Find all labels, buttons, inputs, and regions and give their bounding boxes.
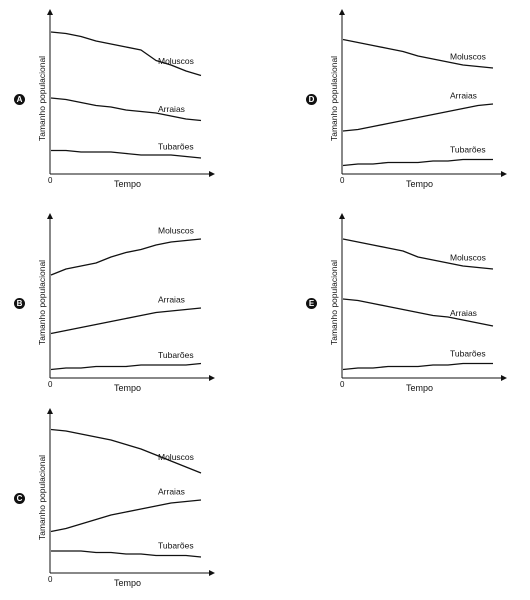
series-line-arraias (342, 103, 494, 132)
x-axis-label: Tempo (114, 383, 142, 393)
series-line-moluscos (50, 31, 202, 77)
series-line-moluscos (50, 428, 202, 474)
series-line-moluscos (50, 238, 202, 276)
y-axis-label: Tamanho populacional (329, 259, 339, 345)
chart-panel-e: Moluscos Arraias Tubarões E Tamanho populaci… (306, 210, 530, 400)
x-origin-label: 0 (48, 575, 53, 584)
series-label: Arraias (158, 295, 185, 305)
series-label: Moluscos (450, 52, 486, 62)
y-axis-label: Tamanho populacional (37, 454, 47, 540)
x-axis-label: Tempo (114, 578, 142, 588)
x-origin-label: 0 (48, 380, 53, 389)
series-label: Arraias (450, 308, 477, 318)
chart-panel-d: Moluscos Arraias Tubarões D Tamanho populaci… (306, 6, 530, 196)
option-badge: A (14, 94, 25, 105)
series-label: Arraias (158, 487, 185, 497)
option-badge: D (306, 94, 317, 105)
series-line-tubares (342, 362, 493, 371)
series-line-arraias (50, 97, 202, 122)
x-origin-label: 0 (340, 380, 345, 389)
x-origin-label: 0 (340, 176, 345, 185)
series-line-arraias (342, 298, 494, 327)
y-axis-label: Tamanho populacional (37, 55, 47, 141)
line-chart: Moluscos Arraias Tubarões (47, 408, 215, 576)
x-axis-label: Tempo (406, 179, 434, 189)
chart-panel-c: Moluscos Arraias Tubarões C Tamanho populaci… (14, 405, 248, 595)
line-chart: Moluscos Arraias Tubarões (339, 213, 507, 381)
line-chart: Moluscos Arraias Tubarões (47, 9, 215, 177)
series-label: Tubarões (158, 142, 194, 152)
series-line-arraias (50, 307, 202, 335)
option-badge: B (14, 298, 25, 309)
chart-panel-b: Moluscos Arraias Tubarões B Tamanho populaci… (14, 210, 248, 400)
series-label: Tubarões (450, 349, 486, 359)
series-line-tubares (51, 550, 202, 558)
series-label: Arraias (158, 104, 185, 114)
option-badge: E (306, 298, 317, 309)
series-label: Moluscos (158, 226, 194, 236)
series-label: Arraias (450, 91, 477, 101)
x-origin-label: 0 (48, 176, 53, 185)
series-line-arraias (50, 499, 202, 533)
series-line-tubares (342, 158, 493, 167)
line-chart: Moluscos Arraias Tubarões (47, 213, 215, 381)
series-line-tubares (50, 362, 202, 371)
series-label: Moluscos (158, 56, 194, 66)
y-axis-label: Tamanho populacional (37, 259, 47, 345)
y-axis-label: Tamanho populacional (329, 55, 339, 141)
series-label: Moluscos (158, 452, 194, 462)
series-label: Moluscos (450, 253, 486, 263)
chart-panel-a: Moluscos Arraias Tubarões A Tamanho populaci… (14, 6, 248, 196)
series-label: Tubarões (450, 145, 486, 155)
x-axis-label: Tempo (406, 383, 434, 393)
series-line-moluscos (342, 238, 494, 270)
series-label: Tubarões (158, 541, 194, 551)
series-label: Tubarões (158, 350, 194, 360)
line-chart: Moluscos Arraias Tubarões (339, 9, 507, 177)
x-axis-label: Tempo (114, 179, 142, 189)
series-line-moluscos (342, 38, 494, 69)
option-badge: C (14, 493, 25, 504)
series-line-tubares (51, 149, 202, 159)
